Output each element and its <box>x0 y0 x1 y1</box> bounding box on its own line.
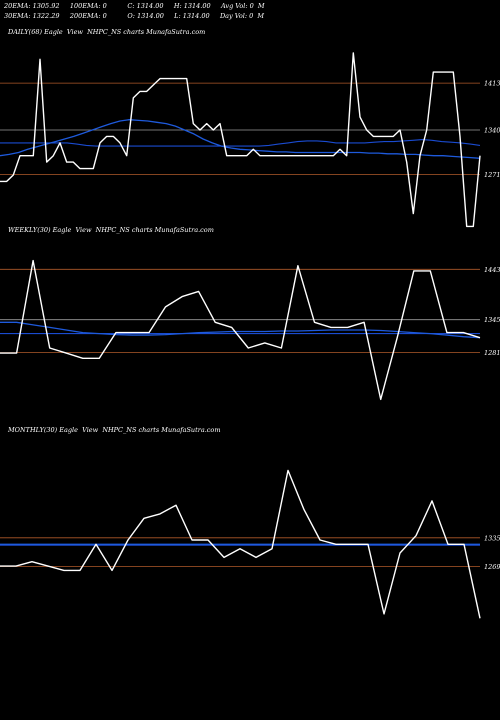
weekly-tick-label-1443: 1443 <box>484 266 500 274</box>
monthly-series-line-0 <box>0 469 481 619</box>
monthly-tick-label-1269: 1269 <box>484 563 500 571</box>
header-line-2: 30EMA: 1322.29 200EMA: 0 O: 1314.00 L: 1… <box>4 12 265 20</box>
daily-series-line-1 <box>0 119 481 159</box>
daily-series-line-0 <box>0 52 481 228</box>
daily-chart-title: DAILY(68) Eagle View NHPC_NS charts Muna… <box>8 28 206 36</box>
daily-tick-label-1413: 1413 <box>484 80 500 88</box>
weekly-series-line-1 <box>0 321 481 339</box>
monthly-tick-label-1335: 1335 <box>484 534 500 542</box>
daily-tick-label-1271: 1271 <box>484 171 500 179</box>
daily-tick-label-1340: 1340 <box>484 127 500 135</box>
header-line-1: 20EMA: 1305.92 100EMA: 0 C: 1314.00 H: 1… <box>4 2 265 10</box>
weekly-series-line-0 <box>0 259 481 401</box>
weekly-tick-label-1345: 1345 <box>484 316 500 324</box>
weekly-tick-label-1281: 1281 <box>484 349 500 357</box>
weekly-chart-title: WEEKLY(30) Eagle View NHPC_NS charts Mun… <box>8 226 214 234</box>
monthly-chart-title: MONTHLY(30) Eagle View NHPC_NS charts Mu… <box>8 426 221 434</box>
daily-series-line-2 <box>0 139 481 147</box>
